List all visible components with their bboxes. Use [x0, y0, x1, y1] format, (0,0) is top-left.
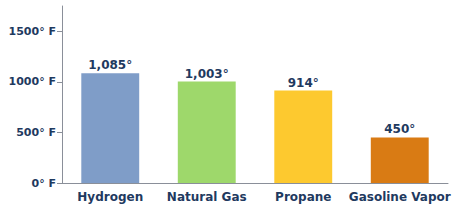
svg-text:Hydrogen: Hydrogen	[77, 190, 143, 204]
svg-text:450°: 450°	[384, 122, 415, 136]
svg-text:500° F: 500° F	[16, 126, 56, 139]
svg-text:1000° F: 1000° F	[9, 75, 56, 88]
svg-text:Natural Gas: Natural Gas	[167, 190, 247, 204]
svg-text:1,003°: 1,003°	[185, 67, 229, 81]
svg-text:914°: 914°	[288, 76, 319, 90]
svg-text:0° F: 0° F	[32, 177, 57, 190]
svg-text:Propane: Propane	[275, 190, 331, 204]
svg-text:1500° F: 1500° F	[9, 25, 56, 38]
svg-text:1,085°: 1,085°	[88, 58, 132, 72]
svg-text:Gasoline Vapor: Gasoline Vapor	[349, 190, 451, 204]
